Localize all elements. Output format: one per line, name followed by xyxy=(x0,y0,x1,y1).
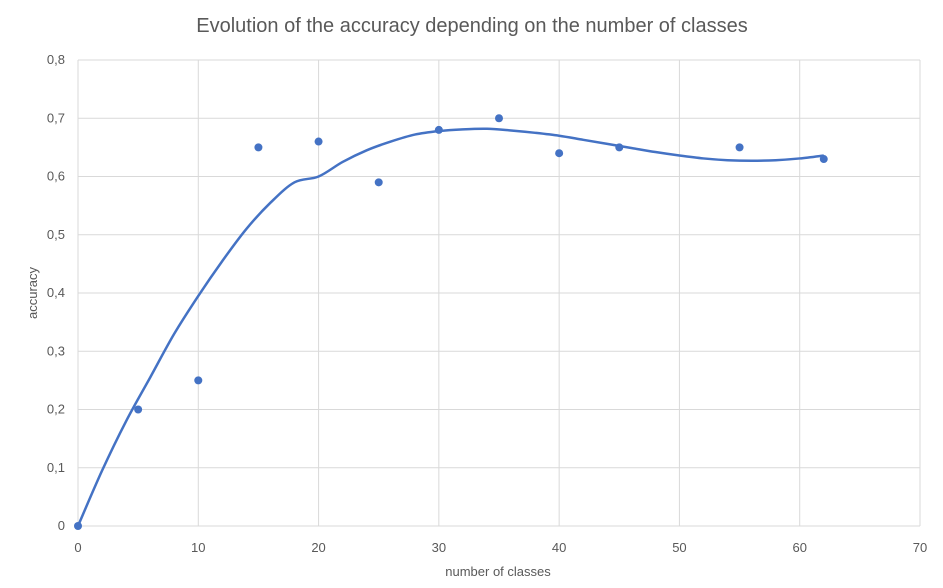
x-tick-label: 40 xyxy=(552,540,566,555)
x-axis-title: number of classes xyxy=(445,564,551,579)
data-point xyxy=(615,143,624,152)
data-point xyxy=(314,137,323,146)
polynomial-trendline xyxy=(76,127,824,527)
y-tick-label: 0,1 xyxy=(47,460,65,475)
x-tick-label: 30 xyxy=(432,540,446,555)
y-tick-label: 0 xyxy=(58,518,65,533)
data-point xyxy=(495,114,503,123)
data-point xyxy=(74,522,82,530)
data-point xyxy=(434,125,443,134)
x-tick-label: 20 xyxy=(311,540,325,555)
y-tick-label: 0,5 xyxy=(47,227,65,242)
x-tick-label: 50 xyxy=(672,540,686,555)
y-tick-label: 0,6 xyxy=(47,169,65,184)
chart-title: Evolution of the accuracy depending on t… xyxy=(196,15,747,37)
data-point xyxy=(254,143,263,152)
data-points xyxy=(74,114,828,530)
y-tick-label: 0,2 xyxy=(47,402,65,417)
y-tick-label: 0,3 xyxy=(47,343,65,358)
data-point xyxy=(194,376,203,385)
x-tick-label: 60 xyxy=(792,540,806,555)
x-tick-label: 70 xyxy=(913,540,927,555)
data-point xyxy=(374,178,383,187)
y-tick-label: 0,8 xyxy=(47,52,65,67)
data-point xyxy=(735,143,744,152)
x-tick-labels: 0 10 20 30 40 50 60 70 xyxy=(74,540,927,555)
x-tick-label: 0 xyxy=(74,540,81,555)
data-point xyxy=(134,405,143,414)
data-point xyxy=(819,155,828,164)
y-tick-label: 0,4 xyxy=(47,285,65,300)
x-tick-label: 10 xyxy=(191,540,205,555)
y-gridlines xyxy=(78,59,920,527)
y-tick-label: 0,7 xyxy=(47,110,65,125)
y-tick-labels: 0 0,1 0,2 0,3 0,4 0,5 0,6 0,7 0,8 xyxy=(47,52,65,533)
data-point xyxy=(555,149,564,158)
y-axis-title: accuracy xyxy=(25,266,40,319)
